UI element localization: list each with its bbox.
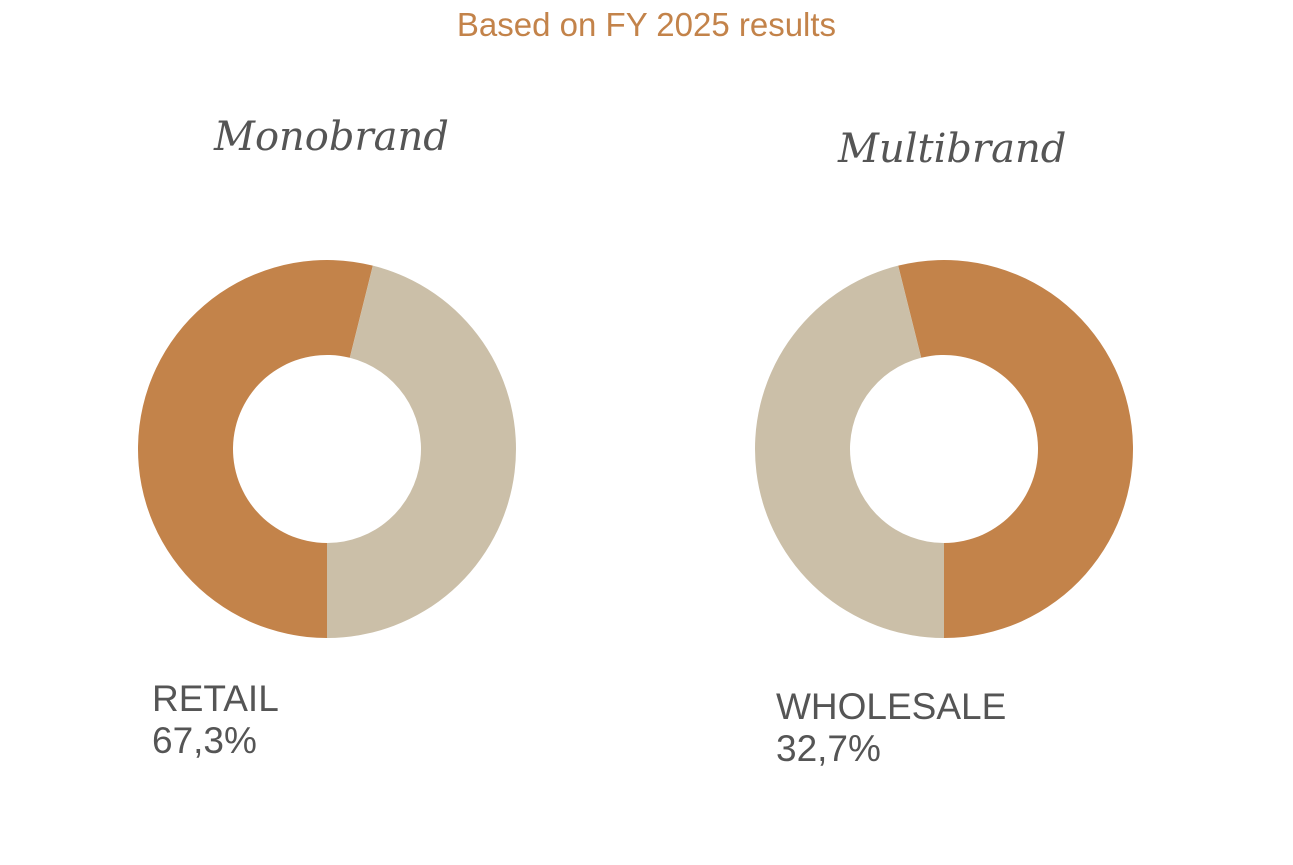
donut-0-slice-1 (327, 265, 516, 638)
donut-1-slice-0 (898, 260, 1133, 638)
donut-0-slice-0 (137, 260, 373, 638)
subtitle: Based on FY 2025 results (456, 6, 837, 43)
label-wholesale-name: WHOLESALE (776, 686, 1007, 727)
label-wholesale: WHOLESALE 32,7% (776, 686, 1006, 770)
chart-title-multibrand: Multibrand (838, 126, 1067, 172)
donut-1-slice-1 (755, 265, 944, 638)
label-wholesale-value: 32,7% (776, 728, 881, 769)
chart-title-monobrand: Monobrand (214, 114, 449, 160)
label-retail-name: RETAIL (152, 678, 279, 719)
label-retail: RETAIL 67,3% (152, 678, 279, 762)
label-retail-value: 67,3% (152, 720, 257, 761)
